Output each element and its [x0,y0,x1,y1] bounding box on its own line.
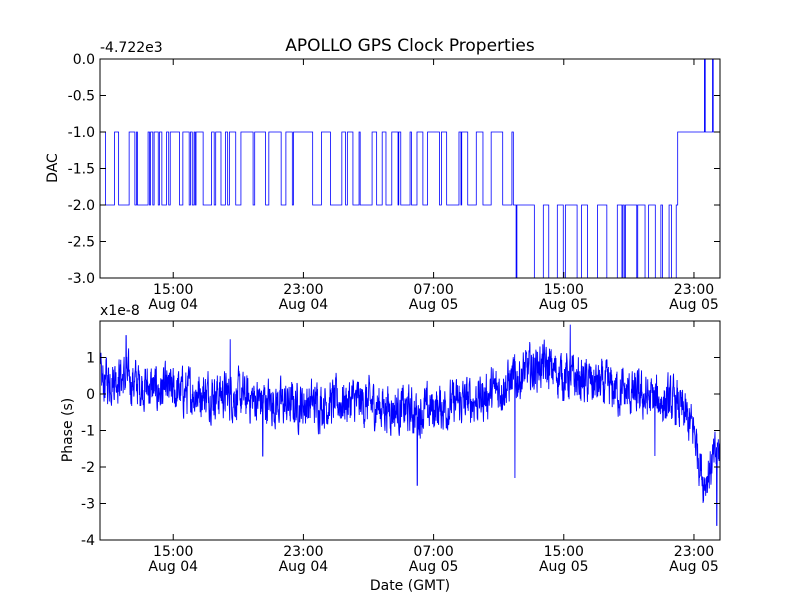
dac-ytick-label: -3.0 [68,271,95,287]
phase-ytick-label: -2 [81,460,95,476]
phase-noise-line [99,324,721,526]
dac-ytick-label: 0.0 [73,52,95,68]
phase-xtick-date-label: Aug 04 [148,559,198,575]
phase-xtick-time-label: 07:00 [413,544,453,560]
dac-xtick-date-label: Aug 04 [148,297,198,313]
phase-ytick-label: -4 [81,533,95,549]
phase-ytick-label: -3 [81,497,95,513]
phase-series-line [99,324,721,526]
phase-xtick-time-label: 23:00 [674,544,714,560]
dac-y-ticks: 0.0 -0.5 -1.0 -1.5 -2.0 -2.5 -3.0 [68,52,720,287]
phase-ytick-label: 0 [86,387,95,403]
dac-xtick-date-label: Aug 05 [409,297,459,313]
phase-xtick-time-label: 15:00 [153,544,193,560]
phase-y-axis-label: Phase (s) [60,398,76,462]
phase-xtick-date-label: Aug 05 [539,559,589,575]
dac-xtick-date-label: Aug 05 [669,297,719,313]
phase-ytick-label: -1 [81,424,95,440]
phase-x-axis-label: Date (GMT) [370,578,450,594]
phase-y-ticks: 1 0 -1 -2 -3 -4 [81,351,720,549]
dac-offset-label: -4.722e3 [100,40,163,56]
dac-ytick-label: -0.5 [68,89,95,105]
dac-ytick-label: -2.5 [68,235,95,251]
phase-xtick-time-label: 23:00 [283,544,323,560]
dac-xtick-time-label: 07:00 [413,282,453,298]
dac-xtick-time-label: 15:00 [544,282,584,298]
dac-xtick-time-label: 15:00 [153,282,193,298]
dac-ytick-label: -1.5 [68,162,95,178]
phase-offset-label: x1e-8 [100,303,140,319]
phase-xtick-time-label: 15:00 [544,544,584,560]
dac-xtick-date-label: Aug 05 [539,297,589,313]
dac-xtick-time-label: 23:00 [674,282,714,298]
phase-ytick-label: 1 [86,351,95,367]
dac-ytick-label: -2.0 [68,198,95,214]
phase-xtick-date-label: Aug 04 [279,559,329,575]
phase-xtick-date-label: Aug 05 [409,559,459,575]
chart-title: APOLLO GPS Clock Properties [285,36,535,56]
dac-y-axis-label: DAC [45,153,61,183]
dac-xtick-date-label: Aug 04 [279,297,329,313]
phase-xtick-date-label: Aug 05 [669,559,719,575]
dac-ytick-label: -1.0 [68,125,95,141]
dac-xtick-time-label: 23:00 [283,282,323,298]
